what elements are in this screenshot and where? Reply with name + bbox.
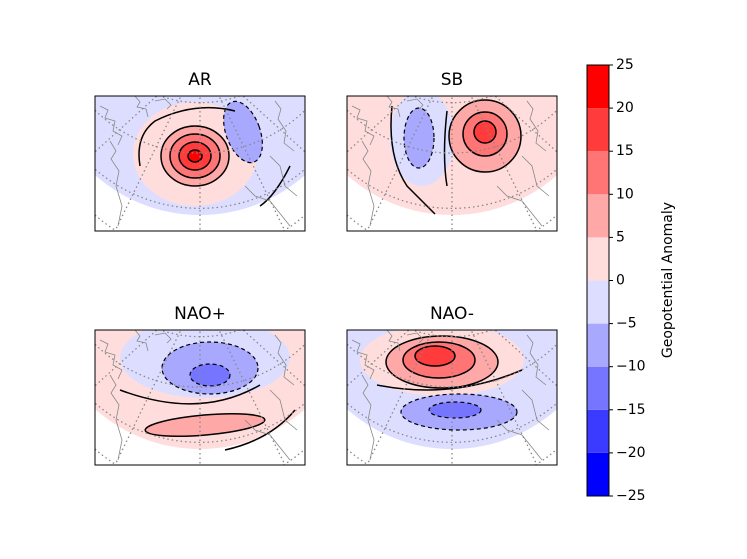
tick-label: 20: [616, 100, 634, 116]
colorbar-label: Geopotential Anomaly: [660, 202, 676, 358]
tick-label: −10: [616, 359, 646, 375]
panel-title: NAO+: [174, 304, 226, 324]
tick-label: 25: [616, 57, 634, 73]
panel: [94, 95, 306, 232]
colorbar-segment: [587, 366, 609, 410]
panel-title: AR: [188, 70, 212, 90]
colorbar-segment: [587, 280, 609, 324]
tick-label: 15: [616, 143, 634, 159]
tick-label: 0: [616, 273, 625, 289]
colorbar-segment: [587, 194, 609, 238]
panel-title: NAO-: [430, 304, 474, 324]
panel-title: SB: [441, 70, 463, 90]
tick-label: −25: [616, 488, 646, 504]
colorbar-segment: [587, 151, 609, 195]
panel: [346, 329, 558, 466]
tick-label: −20: [616, 445, 646, 461]
colorbar-segment: [587, 323, 609, 367]
tick-label: −15: [616, 402, 646, 418]
tick-label: 5: [616, 229, 625, 245]
panel: [346, 95, 558, 232]
colorbar-segment: [587, 409, 609, 453]
colorbar-segment: [587, 65, 609, 109]
colorbar-segment: [587, 108, 609, 152]
colorbar-segment: [587, 237, 609, 281]
panel: [94, 329, 306, 466]
tick-label: −5: [616, 316, 637, 332]
tick-label: 10: [616, 186, 634, 202]
colorbar-segment: [587, 452, 609, 496]
